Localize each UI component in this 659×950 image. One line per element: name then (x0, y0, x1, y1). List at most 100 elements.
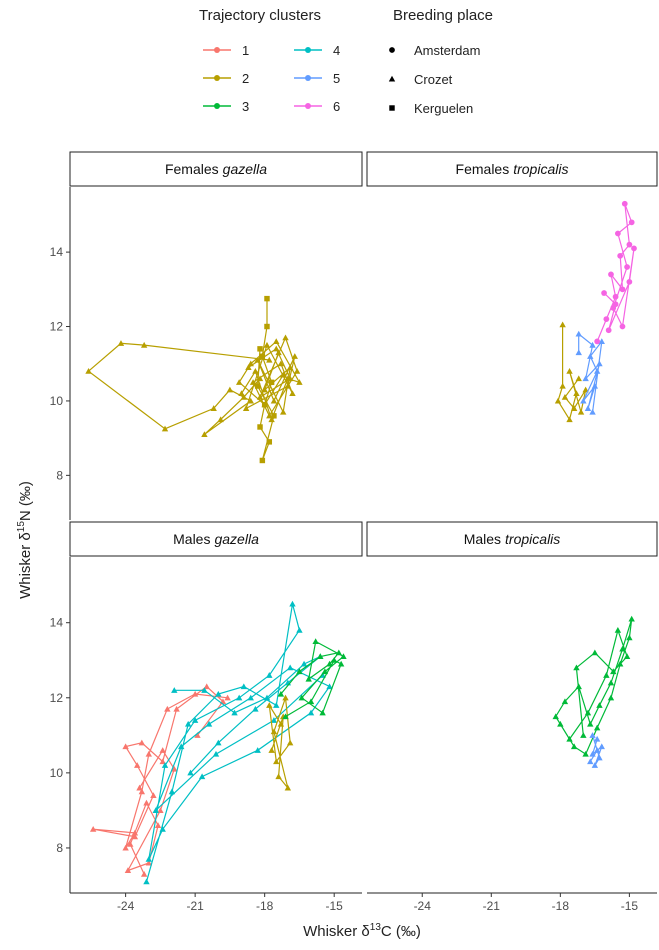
x-tick-label: -15 (621, 899, 639, 913)
trajectory-line (93, 685, 228, 849)
point (254, 383, 261, 389)
legend-label: 5 (333, 71, 340, 86)
point (554, 397, 562, 404)
strip-sex: Males (464, 531, 501, 547)
legend-shape (388, 75, 396, 82)
point (614, 627, 622, 633)
legend-title: Breeding place (393, 7, 493, 24)
point (138, 788, 146, 795)
point (284, 382, 292, 389)
strip-sex: Females (456, 161, 510, 177)
point (191, 717, 199, 723)
y-tick-label: 8 (56, 841, 63, 855)
point (140, 871, 148, 877)
point (184, 720, 192, 727)
point (171, 687, 178, 693)
point (138, 739, 146, 746)
point (201, 431, 208, 437)
point (270, 397, 278, 404)
legend-point (214, 103, 220, 109)
point (296, 627, 303, 633)
legend-label: Crozet (414, 72, 453, 87)
point (161, 425, 169, 432)
point (122, 844, 129, 851)
point (575, 683, 582, 690)
point (231, 709, 238, 716)
strip (69, 151, 363, 187)
point (280, 371, 287, 378)
point (561, 394, 569, 400)
point (614, 230, 621, 237)
point (617, 252, 624, 259)
x-tick-label: -15 (326, 899, 344, 913)
point (566, 735, 573, 742)
point (270, 717, 278, 723)
point (254, 747, 261, 753)
point (282, 334, 289, 341)
point (159, 825, 166, 832)
point (259, 457, 266, 464)
point (134, 762, 141, 768)
point (277, 690, 285, 697)
point (582, 386, 589, 393)
point (603, 316, 610, 322)
point (261, 386, 268, 393)
point (575, 375, 582, 382)
point (85, 367, 92, 374)
point (145, 856, 152, 862)
point (326, 660, 333, 667)
y-tick-label: 12 (50, 691, 64, 705)
point (307, 709, 315, 716)
trajectory-line (268, 697, 291, 789)
point (552, 713, 559, 720)
point (619, 645, 626, 652)
point (117, 340, 125, 346)
point (284, 784, 292, 791)
point (570, 405, 578, 411)
strip-species: gazella (223, 161, 268, 177)
point (584, 709, 592, 716)
y-tick-label: 10 (50, 394, 64, 408)
point (598, 338, 605, 344)
point (268, 379, 275, 386)
point (589, 408, 596, 415)
point (286, 739, 294, 746)
point (168, 788, 176, 795)
legend-point (214, 47, 220, 53)
point (340, 653, 347, 660)
strip-title: Males gazella (173, 531, 259, 547)
point (607, 679, 615, 686)
point (257, 424, 263, 430)
x-tick-label: -18 (552, 899, 570, 913)
label-part: C (‰) (381, 923, 421, 940)
point (173, 705, 180, 712)
legend-title: Trajectory clusters (199, 7, 321, 24)
label-part: N (‰) (17, 481, 34, 521)
point (296, 379, 303, 385)
point (291, 353, 298, 359)
legend-point (305, 47, 311, 53)
strip-title: Males tropicalis (464, 531, 561, 547)
point (268, 747, 275, 753)
point (289, 390, 296, 397)
point (240, 394, 248, 400)
point (575, 330, 582, 337)
point (561, 698, 569, 705)
point (631, 245, 637, 252)
point (152, 807, 159, 813)
point (566, 367, 573, 374)
point (178, 743, 185, 750)
y-tick-label: 8 (56, 468, 63, 482)
point (559, 321, 566, 328)
point (273, 345, 280, 352)
point (330, 657, 338, 663)
point (601, 290, 607, 296)
point (623, 653, 631, 660)
point (150, 792, 157, 798)
point (187, 769, 194, 776)
legend-label: Kerguelen (414, 101, 473, 116)
point (580, 732, 587, 738)
point (205, 720, 213, 727)
trajectory-line (557, 324, 587, 422)
point (593, 367, 601, 374)
